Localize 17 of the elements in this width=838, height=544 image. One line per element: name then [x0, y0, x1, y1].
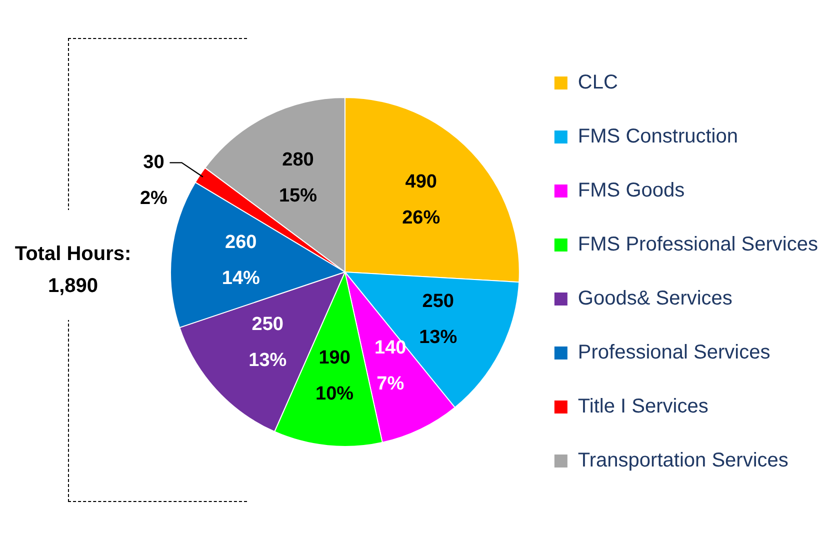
- data-label: 260 14%: [222, 232, 260, 289]
- data-label: 490 26%: [402, 171, 440, 228]
- data-label: 190 10%: [316, 347, 354, 404]
- data-label: 250 13%: [419, 290, 458, 348]
- legend-label: Goods& Services: [578, 288, 732, 310]
- legend-label: CLC: [578, 72, 618, 94]
- text: Total Hours: 1,890: [14, 242, 132, 299]
- legend-label: FMS Goods: [578, 180, 685, 202]
- legend-label: Transportation Services: [578, 450, 788, 472]
- data-label: 140 7%: [374, 338, 406, 395]
- data-label: 250 13%: [248, 314, 287, 371]
- legend-label: Title I Services: [578, 396, 708, 418]
- legend-label: FMS Professional Services: [578, 234, 818, 256]
- data-label: 280 15%: [278, 150, 318, 207]
- legend-label: Professional Services: [578, 342, 770, 364]
- data-label: 30 2%: [140, 152, 168, 209]
- legend-label: FMS Construction: [578, 126, 738, 148]
